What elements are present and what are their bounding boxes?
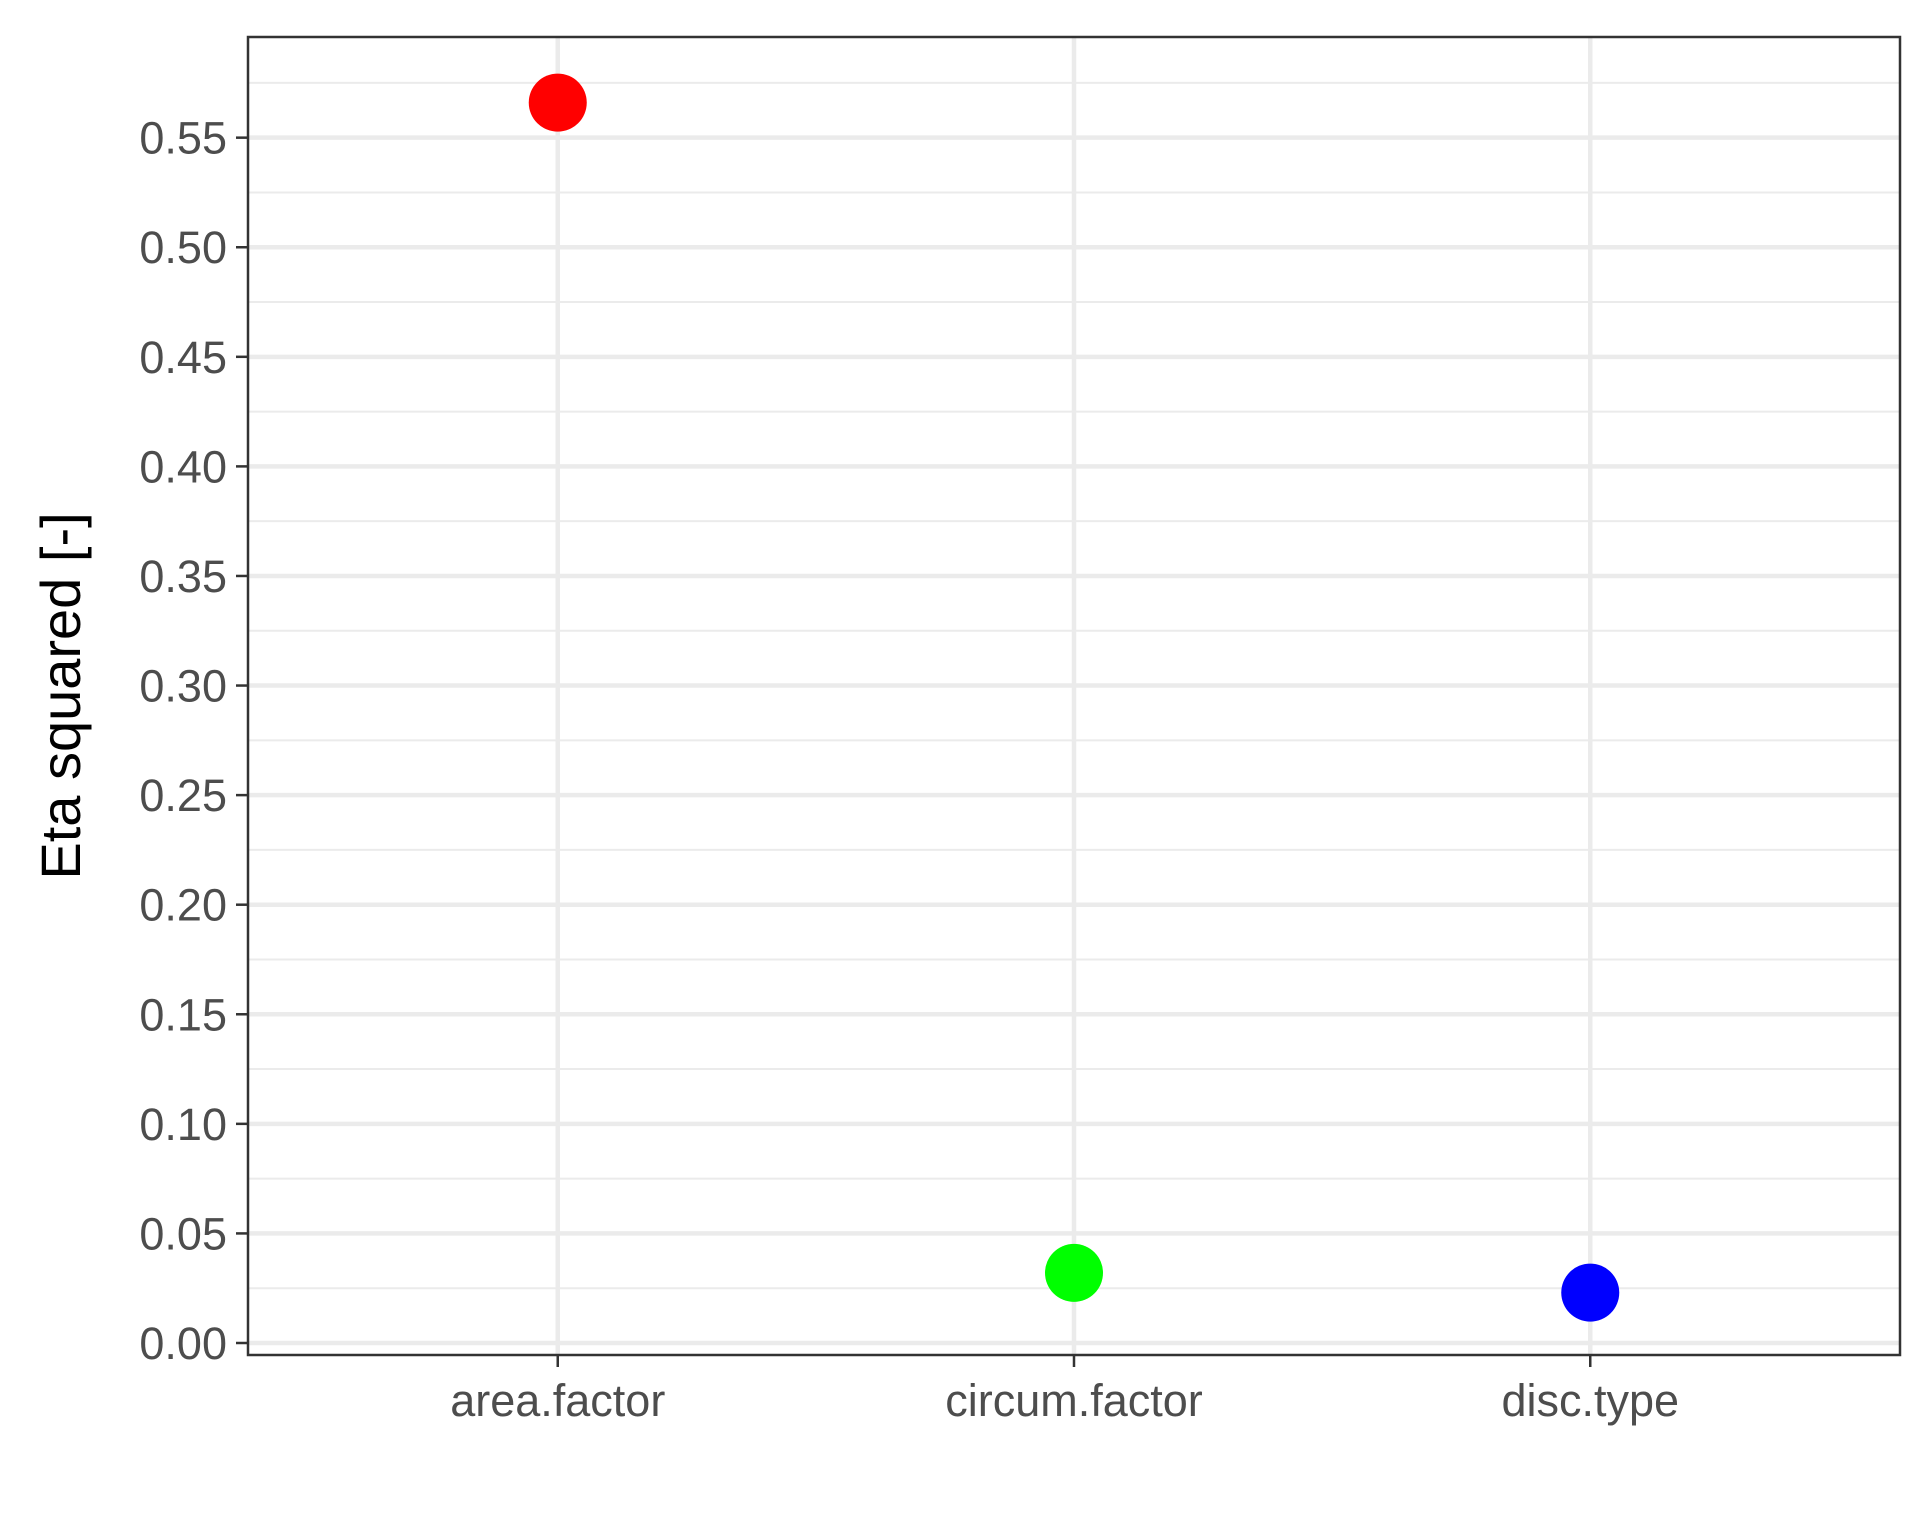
x-tick-label: area.factor xyxy=(450,1375,665,1426)
y-tick-label: 0.15 xyxy=(139,989,227,1040)
y-tick-label: 0.05 xyxy=(139,1208,227,1259)
y-axis-title: Eta squared [-] xyxy=(29,512,92,879)
y-tick-label: 0.00 xyxy=(139,1318,227,1369)
y-tick-label: 0.40 xyxy=(139,441,227,492)
data-point-circum-factor xyxy=(1045,1243,1103,1302)
x-axis-ticks: area.factor circum.factor disc.type xyxy=(450,1355,1679,1426)
y-tick-label: 0.45 xyxy=(139,332,227,383)
y-tick-label: 0.10 xyxy=(139,1099,227,1150)
y-tick-label: 0.35 xyxy=(139,551,227,602)
y-axis-ticks: 0.00 0.05 0.10 0.15 0.20 0.25 0.30 0.35 0.40 0.45… xyxy=(139,113,248,1369)
y-tick-label: 0.55 xyxy=(139,113,227,164)
y-tick-label: 0.50 xyxy=(139,222,227,273)
x-tick-label: disc.type xyxy=(1501,1375,1679,1426)
major-gridlines xyxy=(248,37,1900,1355)
y-tick-label: 0.20 xyxy=(139,880,227,931)
x-tick-label: circum.factor xyxy=(945,1375,1203,1426)
y-tick-label: 0.25 xyxy=(139,770,227,821)
data-point-disc-type xyxy=(1561,1263,1620,1322)
y-tick-label: 0.30 xyxy=(139,661,227,712)
data-points xyxy=(528,73,1620,1322)
data-point-area-factor xyxy=(528,73,587,132)
